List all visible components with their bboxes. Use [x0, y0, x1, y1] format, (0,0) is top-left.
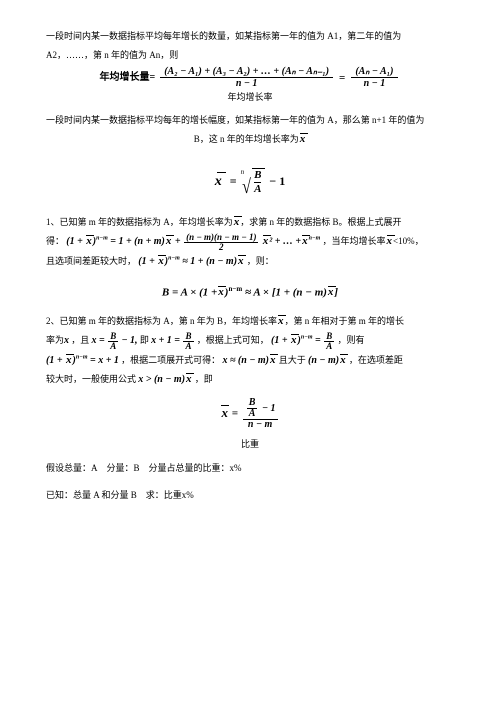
formula1-lead: 年均增长量= — [100, 68, 156, 87]
x-bar-symbol: x — [215, 174, 222, 190]
paragraph-2a: 一段时间内某一数据指标平均每年的增长幅度，如某指标第一年的值为 A，那么第 n+… — [46, 112, 454, 129]
document-page: 一段时间内某一数据指标平均每年增长的数量，如某指标第一年的值为 A1，第二年的值… — [0, 0, 500, 708]
paragraph-intro-1a: 一段时间内某一数据指标平均每年增长的数量，如某指标第一年的值为 A1，第二年的值… — [46, 28, 454, 45]
formula-xbar-final: x = B A − 1 n − m — [46, 398, 454, 430]
paragraph-5: 假设总量：A 分量：B 分量占总量的比重：x% — [46, 460, 454, 477]
paragraph-6: 已知：总量 A 和分量 B 求：比重x% — [46, 487, 454, 504]
radical-icon: √ — [242, 179, 251, 195]
paragraph-2b: B，这 n 年的年均增长率为x — [46, 131, 454, 148]
equals-sign: = — [339, 72, 345, 84]
heading-avg-growth-rate: 年均增长率 — [46, 89, 454, 106]
heading-proportion: 比重 — [46, 436, 454, 453]
formula-avg-growth-amount: 年均增长量= (A₂ − A₁) + (A₃ − A₂) + … + (Aₙ −… — [90, 66, 410, 89]
formula-root: x = n √ B A − 1 — [46, 168, 454, 195]
x-bar-icon: x — [299, 133, 307, 145]
formula1-lhs-fraction: (A₂ − A₁) + (A₃ − A₂) + … + (Aₙ − Aₙ₋₁) … — [160, 66, 333, 89]
formula-b-equals: B = A × (1 +x)n−m ≈ A × [1 + (n − m)x] — [46, 285, 454, 299]
formula1-rhs-fraction: (Aₙ − A₁) n − 1 — [351, 66, 397, 89]
paragraph-intro-1b: A2，……，第 n 年的值为 An，则 — [46, 47, 454, 64]
paragraph-4: 2、已知第 m 年的数据指标为 A，第 n 年为 B，年均增长率x，第 n 年相… — [46, 312, 454, 388]
paragraph-3: 1、已知第 m 年的数据指标为 A，年均增长率为x，求第 n 年的数据指标 B。… — [46, 213, 454, 270]
